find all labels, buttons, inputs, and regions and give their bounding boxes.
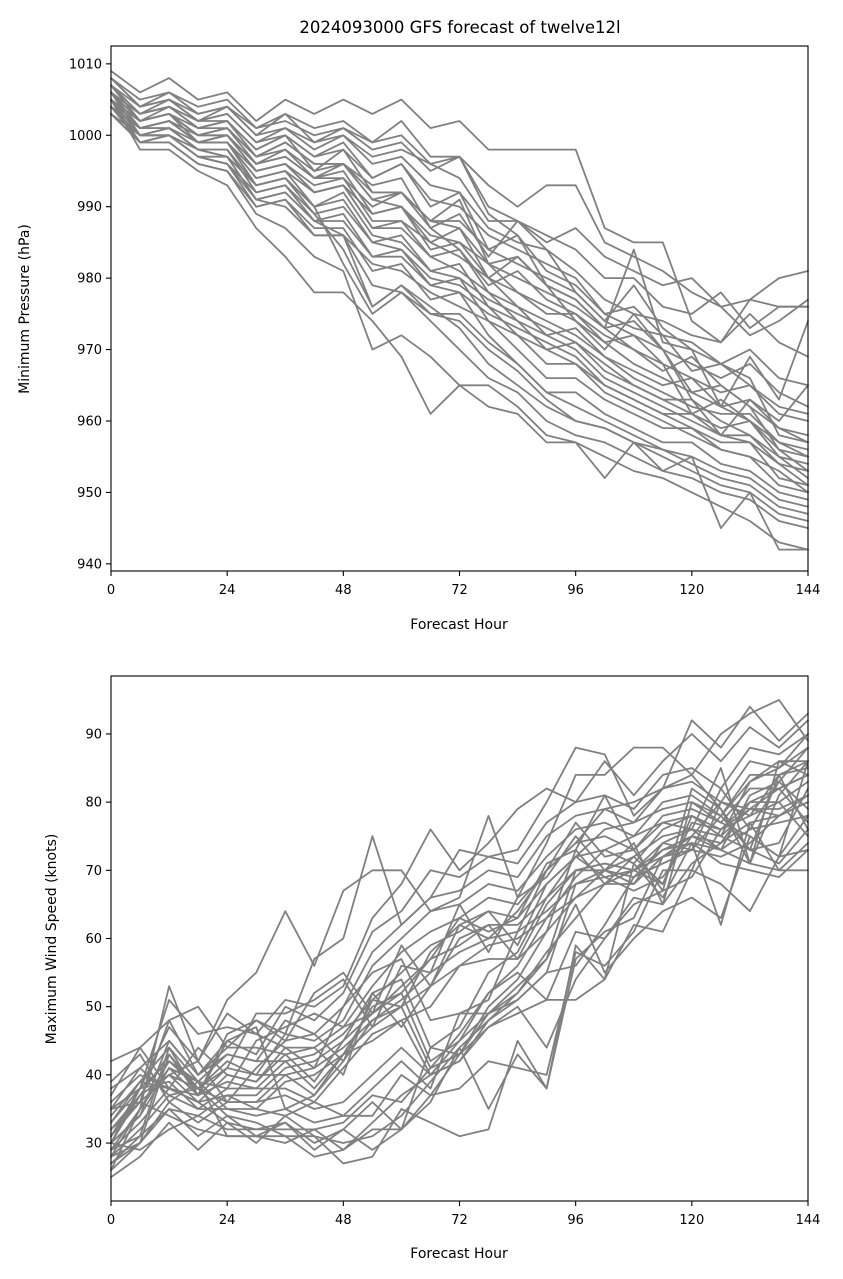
wind-x-tick-label: 48: [335, 1213, 352, 1228]
pressure-series-line: [110, 98, 809, 551]
pressure-x-tick-label: 120: [679, 583, 704, 598]
wind-series-line: [110, 801, 809, 1110]
pressure-x-tick-label: 24: [219, 583, 236, 598]
pressure-series-line: [110, 70, 809, 344]
pressure-y-tick-label: 940: [77, 557, 102, 572]
pressure-y-tick-label: 970: [77, 343, 102, 358]
pressure-x-ticks: 0 24 48 72 96 120 144: [107, 571, 821, 598]
pressure-y-ticks: 940 950 960 970 980 990 1000 1010: [69, 57, 111, 572]
wind-y-tick-label: 90: [85, 727, 102, 742]
pressure-x-tick-label: 72: [451, 583, 468, 598]
pressure-series-line: [110, 84, 809, 529]
pressure-y-tick-label: 990: [77, 200, 102, 215]
wind-y-tick-label: 40: [85, 1068, 102, 1083]
wind-y-tick-label: 60: [85, 932, 102, 947]
pressure-series-line: [110, 91, 809, 408]
wind-series-line: [110, 794, 809, 1151]
pressure-y-tick-label: 1010: [69, 57, 102, 72]
pressure-y-tick-label: 980: [77, 272, 102, 287]
pressure-series-line: [110, 98, 809, 515]
wind-chart: 0 24 48 72 96 120 144 30 40 50 60 70 80 90 Forecast …: [44, 675, 821, 1262]
pressure-x-axis-label: Forecast Hour: [410, 617, 508, 633]
pressure-series-line: [110, 84, 809, 437]
wind-x-tick-label: 144: [796, 1213, 821, 1228]
wind-x-tick-label: 0: [107, 1213, 115, 1228]
pressure-chart: 2024093000 GFS forecast of twelve12l 0 24…: [17, 18, 820, 633]
pressure-x-tick-label: 144: [796, 583, 821, 598]
pressure-chart-title: 2024093000 GFS forecast of twelve12l: [299, 18, 620, 37]
wind-series-line: [110, 760, 809, 1158]
wind-x-ticks: 0 24 48 72 96 120 144: [107, 1201, 821, 1228]
wind-series-line: [110, 774, 809, 1165]
wind-series-line: [110, 821, 809, 1178]
pressure-y-tick-label: 1000: [69, 129, 102, 144]
wind-y-axis-label: Maximum Wind Speed (knots): [44, 834, 60, 1045]
pressure-y-axis-label: Minimum Pressure (hPa): [17, 224, 33, 394]
wind-y-tick-label: 50: [85, 1000, 102, 1015]
wind-series-line: [110, 801, 809, 1144]
wind-y-tick-label: 70: [85, 864, 102, 879]
pressure-x-tick-label: 96: [567, 583, 584, 598]
pressure-x-tick-label: 48: [335, 583, 352, 598]
pressure-y-tick-label: 950: [77, 486, 102, 501]
wind-series-line: [110, 801, 809, 1151]
wind-series-line: [110, 719, 809, 1110]
wind-y-tick-label: 80: [85, 796, 102, 811]
wind-x-axis-label: Forecast Hour: [410, 1246, 508, 1262]
pressure-y-tick-label: 960: [77, 415, 102, 430]
wind-x-tick-label: 120: [679, 1213, 704, 1228]
wind-y-ticks: 30 40 50 60 70 80 90: [85, 727, 111, 1152]
wind-x-tick-label: 96: [567, 1213, 584, 1228]
pressure-series-line: [110, 105, 809, 437]
pressure-series-group: [110, 70, 809, 551]
wind-y-tick-label: 30: [85, 1137, 102, 1152]
wind-x-tick-label: 72: [451, 1213, 468, 1228]
pressure-series-line: [110, 77, 809, 415]
pressure-x-tick-label: 0: [107, 583, 115, 598]
wind-series-group: [110, 699, 809, 1178]
wind-x-tick-label: 24: [219, 1213, 236, 1228]
